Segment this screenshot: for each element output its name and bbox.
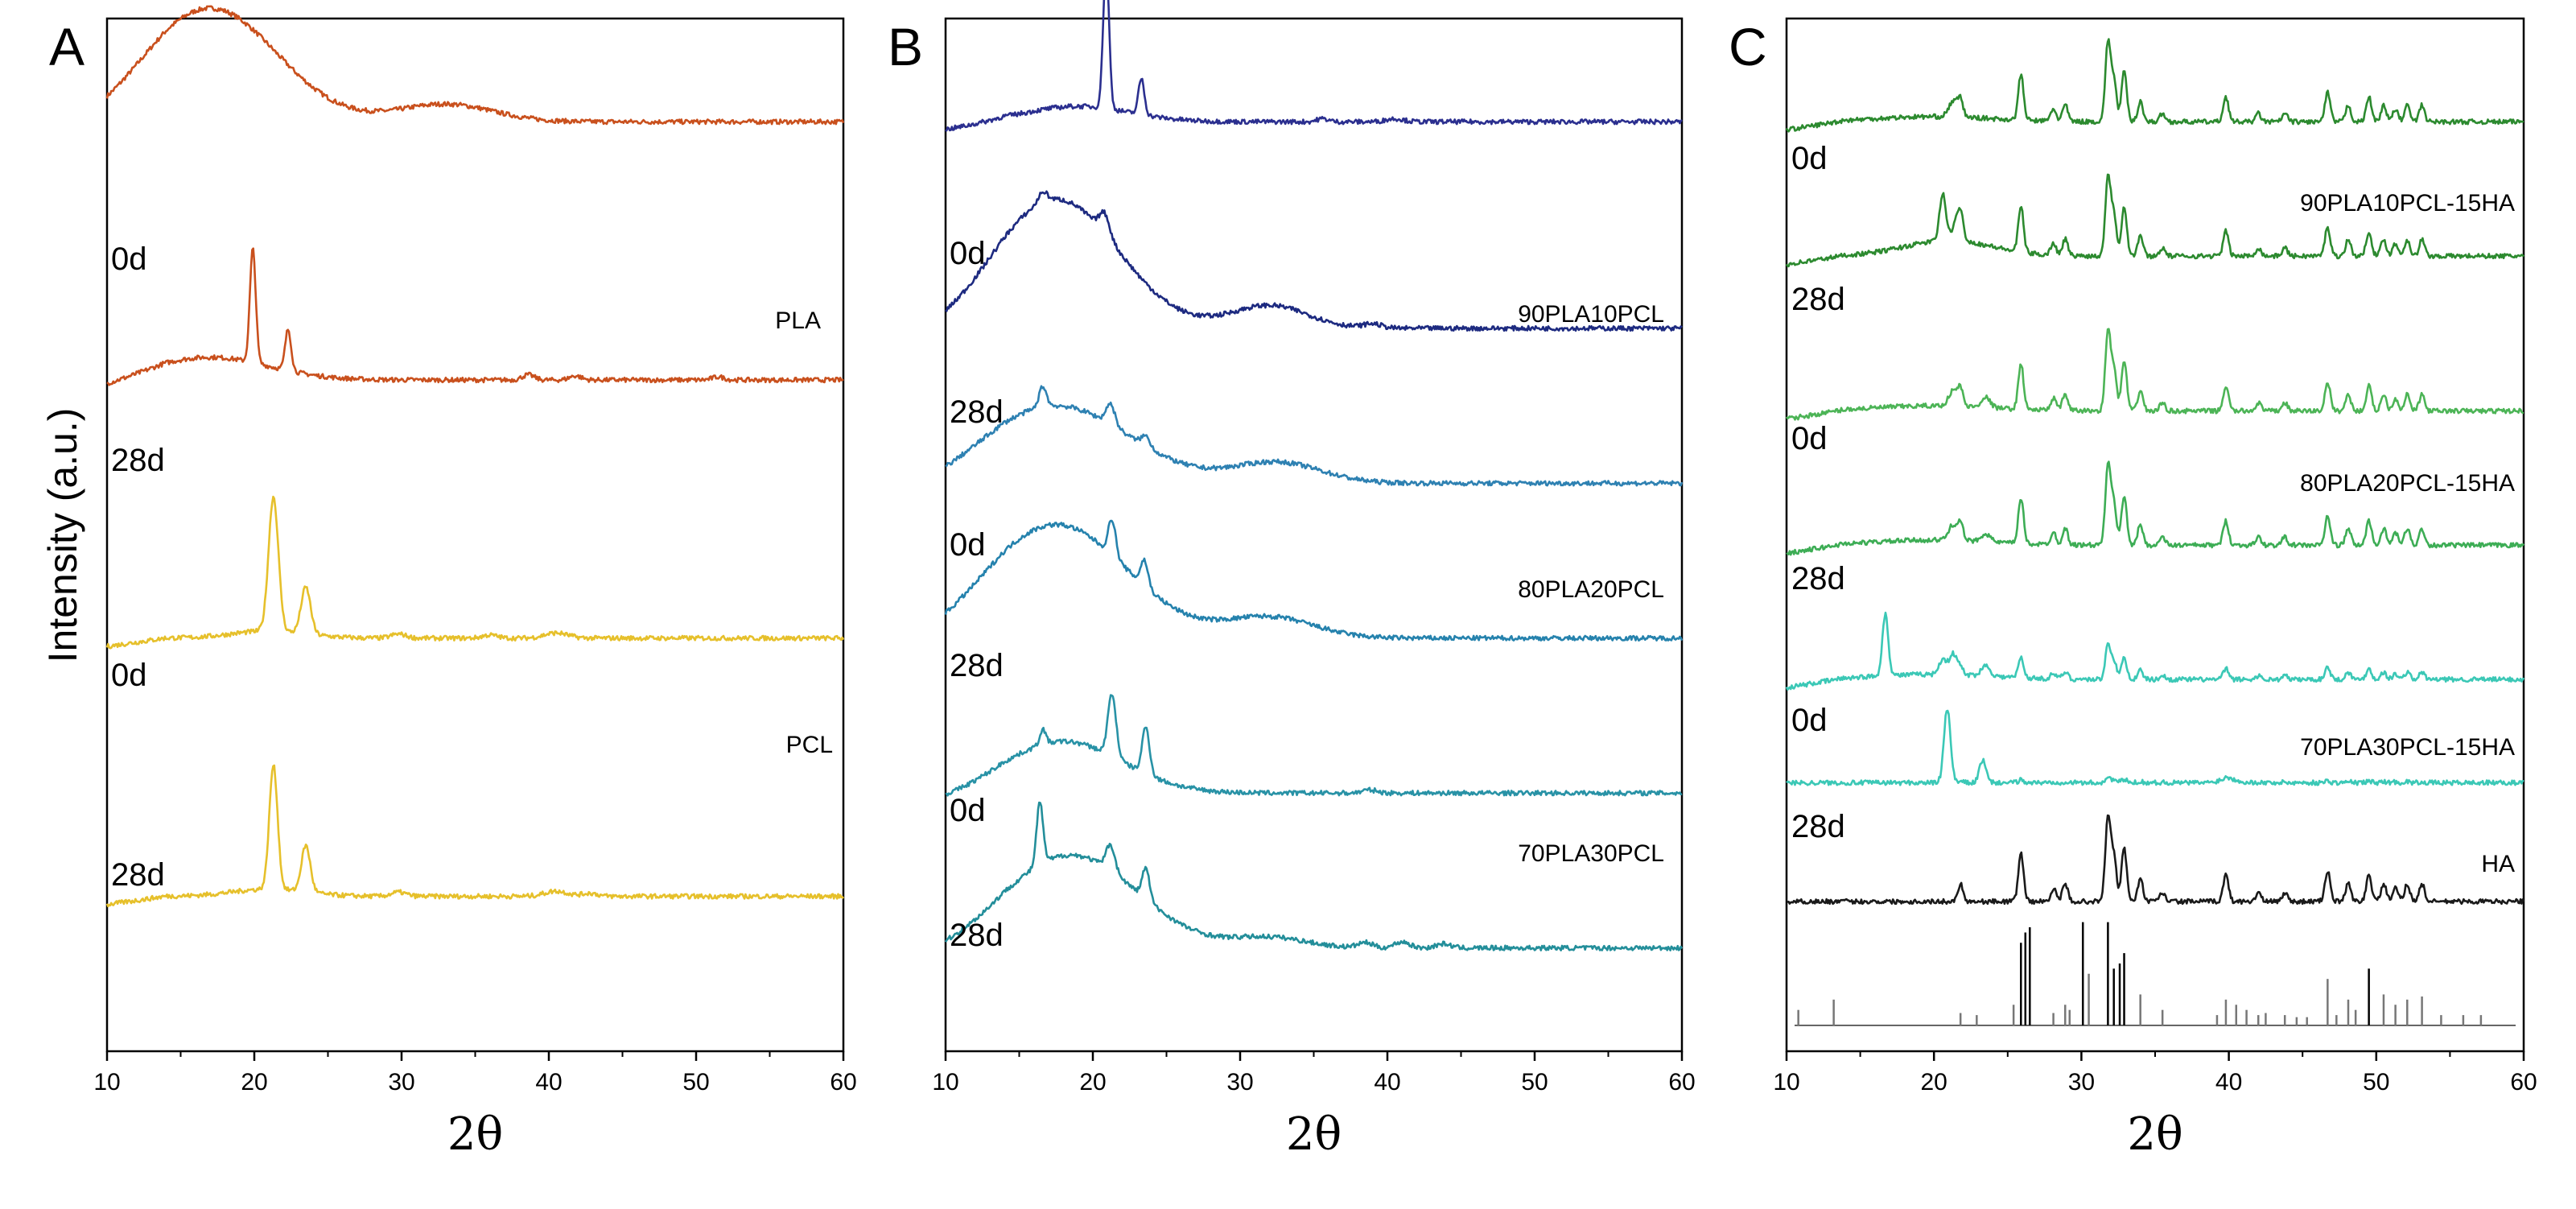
diffraction-pattern-line: [945, 0, 1683, 133]
x-axis-label: 2θ: [1286, 1108, 1342, 1161]
diffraction-pattern-line: [1786, 814, 2525, 906]
x-tick-label: 40: [2215, 1069, 2242, 1096]
y-axis-label: Intensity (a.u.): [40, 408, 85, 663]
diffraction-pattern-line: [945, 385, 1684, 487]
x-tick-label: 40: [535, 1069, 562, 1096]
x-tick-label: 50: [1521, 1069, 1548, 1096]
diffraction-pattern-line: [945, 694, 1683, 797]
x-tick-label: 30: [1226, 1069, 1253, 1096]
day-label: 28d: [950, 394, 1004, 430]
x-tick-label: 40: [1374, 1069, 1400, 1096]
x-tick-label: 20: [241, 1069, 267, 1096]
day-label: 28d: [111, 857, 165, 893]
sample-label: 90PLA10PCL: [1518, 301, 1664, 328]
panel-letter: C: [1729, 17, 1767, 76]
sample-label: 70PLA30PCL-15HA: [2300, 734, 2515, 761]
diffraction-pattern-line: [1786, 709, 2524, 786]
day-label: 0d: [950, 527, 986, 563]
diffraction-pattern-line: [1786, 460, 2525, 556]
day-label: 28d: [950, 918, 1004, 953]
x-axis-label: 2θ: [447, 1108, 503, 1161]
diffraction-pattern-line: [105, 5, 845, 126]
day-label: 0d: [1791, 141, 1828, 176]
x-tick-label: 50: [682, 1069, 709, 1096]
x-tick-label: 10: [1773, 1069, 1799, 1096]
x-tick-label: 60: [1668, 1069, 1695, 1096]
day-label: 0d: [950, 793, 986, 828]
panel-c: C 10 20 30 40 50 60 2θ 0d 28d 0d 28d 0d 28d 90PLA10PCL…: [1729, 17, 2537, 1161]
diffraction-pattern-line: [1785, 611, 2525, 691]
sample-label: 90PLA10PCL-15HA: [2300, 190, 2515, 217]
diffraction-pattern-line: [944, 519, 1684, 642]
diffraction-pattern-line: [945, 190, 1683, 332]
x-tick-label: 10: [932, 1069, 958, 1096]
x-tick-label: 20: [1921, 1069, 1947, 1096]
panel-letter: A: [49, 17, 84, 76]
x-axis-label: 2θ: [2127, 1108, 2182, 1161]
diffraction-pattern-line: [105, 495, 845, 650]
day-label: 28d: [1791, 561, 1845, 596]
sample-label: PLA: [775, 307, 821, 334]
diffraction-pattern-line: [1785, 38, 2524, 133]
diffraction-pattern-line: [105, 764, 845, 908]
sample-label: HA: [2481, 851, 2515, 877]
x-tick-label: 20: [1079, 1069, 1106, 1096]
diffraction-pattern-line: [1785, 328, 2524, 421]
day-label: 0d: [111, 241, 147, 277]
x-tick-label: 50: [2363, 1069, 2389, 1096]
day-label: 28d: [111, 443, 165, 478]
diffraction-pattern-line: [944, 801, 1684, 951]
diffraction-pattern-line: [1785, 173, 2525, 268]
panel-b: B 10 20 30 40 50 60 2θ 0d 28d 0d 28d 0d 28d 90PLA10PCL…: [888, 0, 1696, 1161]
day-label: 28d: [1791, 282, 1845, 317]
day-label: 28d: [1791, 809, 1845, 844]
panel-letter: B: [888, 17, 923, 76]
x-tick-label: 30: [2068, 1069, 2095, 1096]
day-label: 0d: [950, 236, 986, 271]
day-label: 0d: [1791, 421, 1828, 456]
panel-a: A 10 20 30 40 50 60 2θ 0d 28d 0d 28d PLA PCL: [49, 5, 857, 1161]
sample-label: 70PLA30PCL: [1518, 840, 1664, 867]
sample-label: 80PLA20PCL-15HA: [2300, 470, 2515, 497]
x-tick-label: 60: [2510, 1069, 2537, 1096]
day-label: 28d: [950, 648, 1004, 683]
x-tick-label: 10: [93, 1069, 120, 1096]
x-tick-label: 30: [388, 1069, 414, 1096]
sample-label: 80PLA20PCL: [1518, 576, 1664, 603]
day-label: 0d: [111, 658, 147, 693]
sample-label: PCL: [786, 732, 833, 758]
day-label: 0d: [1791, 703, 1828, 738]
diffraction-pattern-line: [106, 247, 844, 386]
x-tick-label: 60: [830, 1069, 856, 1096]
